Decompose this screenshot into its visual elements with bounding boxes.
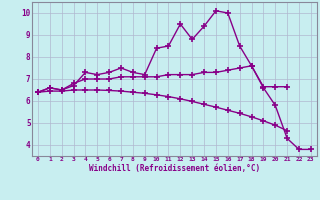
X-axis label: Windchill (Refroidissement éolien,°C): Windchill (Refroidissement éolien,°C) bbox=[89, 164, 260, 173]
